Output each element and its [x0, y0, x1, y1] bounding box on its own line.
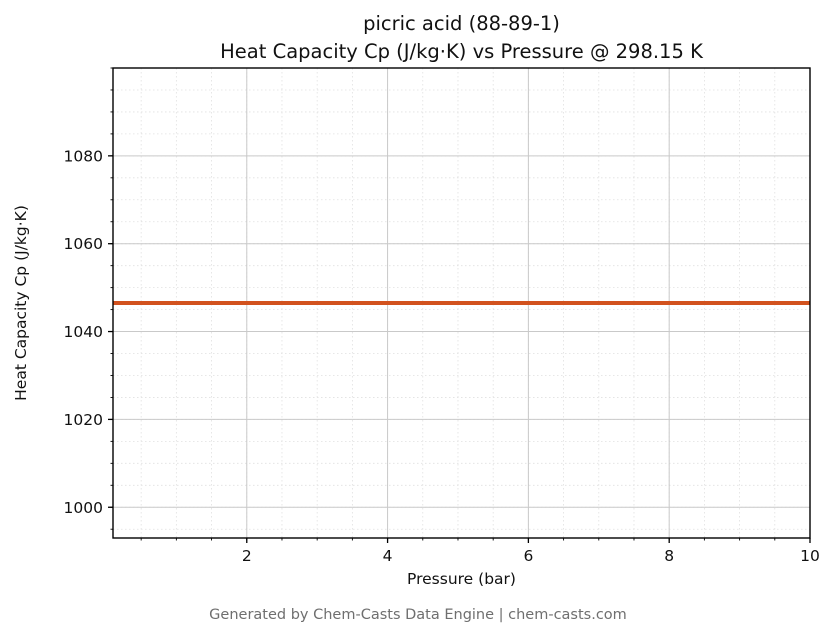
svg-text:1020: 1020	[64, 411, 103, 429]
chart-title-line2: Heat Capacity Cp (J/kg·K) vs Pressure @ …	[220, 40, 703, 63]
x-axis-label: Pressure (bar)	[407, 570, 516, 588]
svg-text:6: 6	[523, 547, 533, 565]
svg-text:1060: 1060	[64, 235, 103, 253]
svg-text:1000: 1000	[64, 499, 103, 517]
svg-text:8: 8	[664, 547, 674, 565]
chart-title-line1: picric acid (88-89-1)	[363, 12, 560, 35]
svg-text:1040: 1040	[64, 323, 103, 341]
footer-credit: Generated by Chem-Casts Data Engine | ch…	[209, 607, 627, 623]
y-axis-label: Heat Capacity Cp (J/kg·K)	[12, 205, 30, 401]
svg-text:2: 2	[242, 547, 252, 565]
svg-text:4: 4	[383, 547, 393, 565]
chart-title: picric acid (88-89-1) Heat Capacity Cp (…	[113, 10, 810, 66]
svg-text:10: 10	[800, 547, 820, 565]
svg-text:1080: 1080	[64, 147, 103, 165]
